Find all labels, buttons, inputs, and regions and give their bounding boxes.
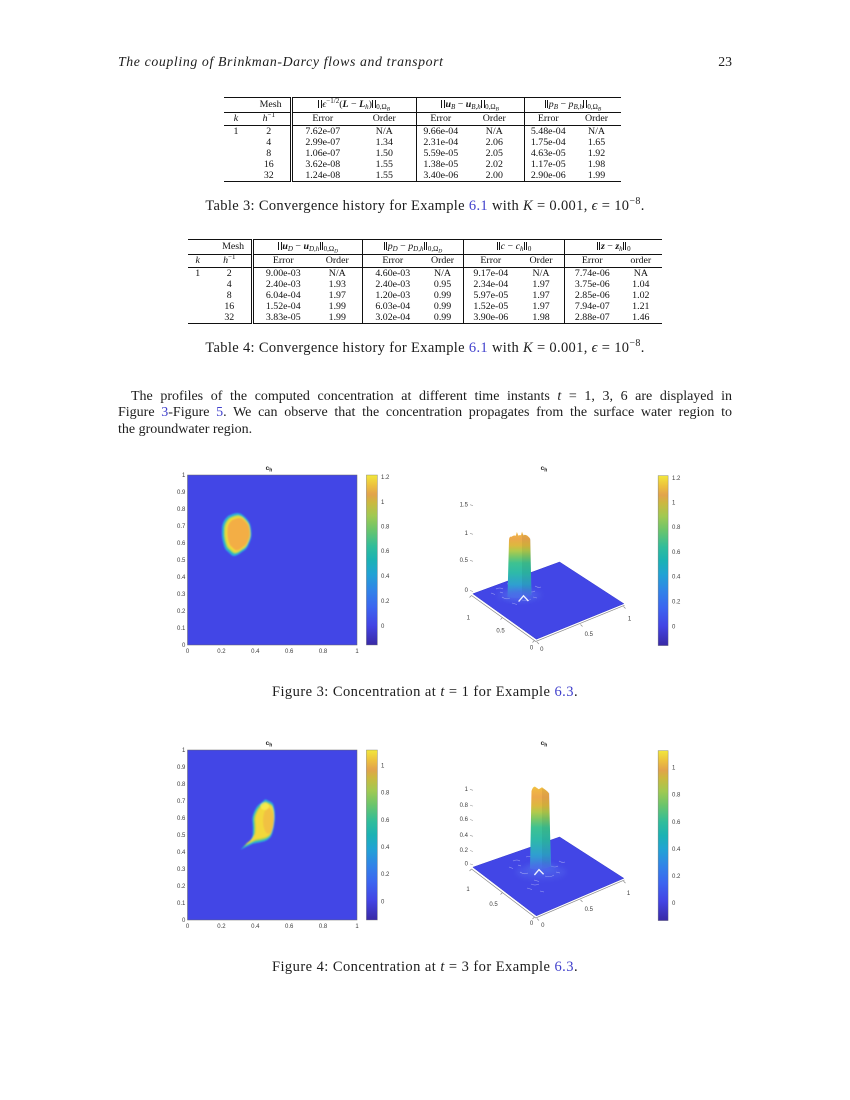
svg-text:0: 0 bbox=[381, 899, 385, 905]
svg-text:1: 1 bbox=[465, 531, 469, 537]
svg-text:0: 0 bbox=[182, 918, 186, 924]
svg-text:0.3: 0.3 bbox=[177, 867, 186, 873]
svg-text:0.8: 0.8 bbox=[319, 649, 328, 655]
svg-text:0.2: 0.2 bbox=[381, 599, 390, 605]
svg-text:0: 0 bbox=[530, 646, 534, 652]
svg-text:0.4: 0.4 bbox=[460, 833, 469, 839]
svg-text:0.6: 0.6 bbox=[672, 550, 681, 556]
svg-text:0.8: 0.8 bbox=[381, 791, 390, 797]
svg-text:1: 1 bbox=[355, 649, 359, 655]
svg-text:0: 0 bbox=[672, 624, 676, 630]
svg-text:0.5: 0.5 bbox=[496, 629, 505, 635]
svg-text:0.5: 0.5 bbox=[460, 558, 469, 564]
svg-text:0.4: 0.4 bbox=[381, 845, 390, 851]
svg-text:1: 1 bbox=[381, 763, 385, 769]
svg-text:0: 0 bbox=[541, 923, 545, 929]
svg-text:0.8: 0.8 bbox=[672, 793, 681, 799]
svg-text:0.6: 0.6 bbox=[460, 817, 469, 823]
svg-text:0.2: 0.2 bbox=[177, 609, 186, 615]
svg-text:0.8: 0.8 bbox=[381, 524, 390, 530]
svg-text:0.6: 0.6 bbox=[177, 816, 186, 822]
svg-text:0.2: 0.2 bbox=[217, 649, 226, 655]
svg-text:ch: ch bbox=[266, 740, 273, 749]
svg-text:0.2: 0.2 bbox=[672, 874, 681, 880]
svg-text:0.5: 0.5 bbox=[585, 632, 594, 638]
svg-text:0.1: 0.1 bbox=[177, 626, 186, 632]
svg-text:ch: ch bbox=[266, 465, 273, 474]
svg-text:1: 1 bbox=[381, 500, 385, 506]
svg-text:0.2: 0.2 bbox=[381, 872, 390, 878]
svg-text:0.5: 0.5 bbox=[489, 902, 498, 908]
svg-text:0.5: 0.5 bbox=[585, 907, 594, 913]
svg-text:0.5: 0.5 bbox=[177, 558, 186, 564]
svg-text:0.2: 0.2 bbox=[460, 848, 469, 854]
svg-text:0.3: 0.3 bbox=[177, 592, 186, 598]
svg-text:0.2: 0.2 bbox=[672, 600, 681, 606]
svg-text:1.5: 1.5 bbox=[460, 502, 469, 508]
svg-text:1.2: 1.2 bbox=[381, 475, 390, 481]
svg-text:1: 1 bbox=[672, 766, 676, 772]
svg-text:0.8: 0.8 bbox=[177, 507, 186, 513]
svg-text:0.9: 0.9 bbox=[177, 765, 186, 771]
svg-text:0.7: 0.7 bbox=[177, 524, 186, 530]
svg-text:1: 1 bbox=[627, 891, 631, 897]
svg-text:0.4: 0.4 bbox=[177, 575, 186, 581]
svg-text:0: 0 bbox=[182, 643, 186, 649]
svg-text:ch: ch bbox=[541, 740, 548, 749]
svg-text:1: 1 bbox=[182, 748, 186, 754]
svg-text:0.6: 0.6 bbox=[177, 541, 186, 547]
svg-text:0.4: 0.4 bbox=[251, 649, 260, 655]
svg-text:0.6: 0.6 bbox=[381, 818, 390, 824]
svg-text:0: 0 bbox=[381, 624, 385, 630]
svg-text:0: 0 bbox=[465, 862, 469, 868]
svg-text:0.4: 0.4 bbox=[177, 850, 186, 856]
svg-text:0.5: 0.5 bbox=[177, 833, 186, 839]
svg-text:1: 1 bbox=[355, 924, 359, 930]
svg-text:1: 1 bbox=[672, 500, 676, 506]
svg-text:1: 1 bbox=[467, 615, 471, 621]
svg-text:0.9: 0.9 bbox=[177, 490, 186, 496]
svg-text:1: 1 bbox=[628, 617, 632, 623]
svg-text:1: 1 bbox=[466, 887, 470, 893]
svg-text:0.1: 0.1 bbox=[177, 901, 186, 907]
svg-text:0.4: 0.4 bbox=[672, 847, 681, 853]
svg-text:0.2: 0.2 bbox=[177, 884, 186, 890]
svg-text:0: 0 bbox=[672, 901, 676, 907]
svg-text:1: 1 bbox=[182, 473, 186, 479]
svg-text:0.8: 0.8 bbox=[460, 803, 469, 809]
svg-text:0.7: 0.7 bbox=[177, 799, 186, 805]
svg-text:0.6: 0.6 bbox=[285, 649, 294, 655]
svg-text:0.2: 0.2 bbox=[217, 924, 226, 930]
svg-text:0.8: 0.8 bbox=[319, 924, 328, 930]
svg-text:0: 0 bbox=[465, 588, 469, 594]
svg-text:0.4: 0.4 bbox=[251, 924, 260, 930]
svg-text:0.6: 0.6 bbox=[672, 820, 681, 826]
svg-text:0.4: 0.4 bbox=[381, 574, 390, 580]
svg-text:0: 0 bbox=[530, 921, 534, 927]
svg-text:1.2: 1.2 bbox=[672, 476, 681, 482]
svg-text:0: 0 bbox=[540, 647, 544, 653]
svg-text:0.8: 0.8 bbox=[177, 782, 186, 788]
svg-text:ch: ch bbox=[541, 465, 548, 474]
svg-text:0.6: 0.6 bbox=[285, 924, 294, 930]
svg-text:0.8: 0.8 bbox=[672, 525, 681, 531]
svg-text:1: 1 bbox=[465, 787, 469, 793]
svg-text:0.4: 0.4 bbox=[672, 575, 681, 581]
svg-text:0.6: 0.6 bbox=[381, 549, 390, 555]
svg-text:0: 0 bbox=[186, 649, 190, 655]
svg-text:0: 0 bbox=[186, 924, 190, 930]
